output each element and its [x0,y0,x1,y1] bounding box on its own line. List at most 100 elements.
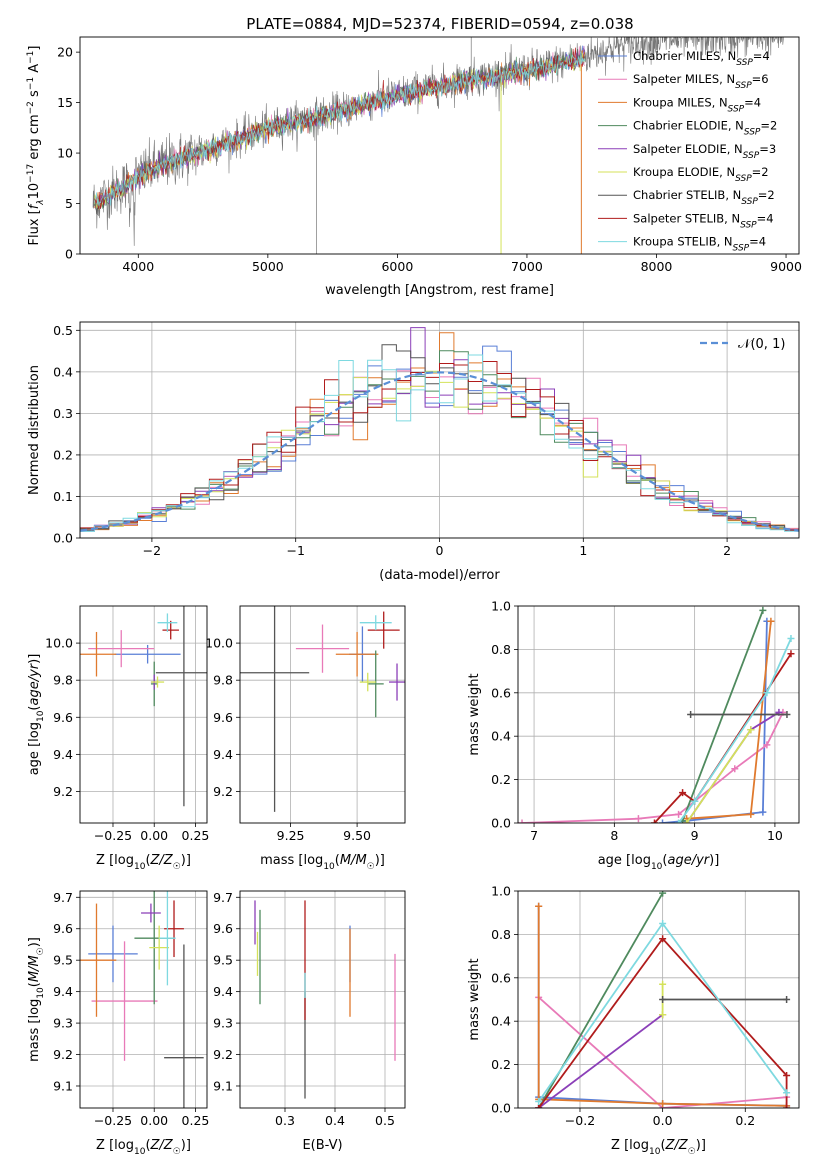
legend-label: Kroupa ELODIE, NSSP=2 [633,165,769,184]
x-tick-label: 0.25 [182,1113,210,1128]
series-point [535,1097,543,1105]
series-line [538,1013,664,1108]
axes-frame [239,890,406,1109]
y-tick-label: 10 [57,146,73,161]
series-point [783,711,791,718]
y-tick-label: 9.6 [213,710,233,725]
plot-area [240,606,405,823]
x-axis-label: Z [log10(Z/Z☉)] [611,1138,706,1157]
x-tick-label: 0.25 [182,828,210,843]
x-axis-label: (data-model)/error [379,568,500,583]
panel-mass-EBV: 0.3 0.4 0.5 9.1 9.2 9.3 9.4 9.5 9.6 9.7 E(B-V) [213,890,406,1153]
legend-label: Chabrier ELODIE, NSSP=2 [633,119,777,138]
x-tick-label: 7000 [511,259,543,274]
series-line [681,609,764,822]
x-tick-label: 0.2 [735,1113,755,1128]
x-tick-label: 8 [610,828,618,843]
legend-label: 𝒩(0, 1) [738,337,785,352]
x-tick-label: 9000 [770,259,802,274]
plot-area [80,606,207,823]
errorbar-1 [295,624,350,673]
y-tick-label: 0.5 [53,323,73,338]
histogram-8 [80,354,799,532]
series-point [691,797,699,805]
errorbar-2 [80,903,117,1017]
y-tick-label: 0.0 [491,816,511,831]
y-tick-label: 9.3 [53,1016,73,1031]
series-line [686,621,772,820]
series-point [650,819,658,823]
x-axis-label: wavelength [Angstrom, rest frame] [325,283,554,298]
x-tick-label: 8000 [641,259,673,274]
y-tick-label: 9.4 [213,984,233,999]
x-tick-label: −0.25 [94,1113,132,1128]
errorbar-7 [162,620,179,640]
errorbar-2 [80,631,117,677]
y-tick-label: 9.2 [53,1047,73,1062]
panel-age-mass: 9.25 9.50 9.2 9.4 9.6 9.8 10.0 mass [log10(M/M☉… [205,605,406,872]
y-tick-label: 0 [65,247,73,262]
series-point [783,996,791,1003]
y-tick-label: 0.3 [53,406,73,421]
y-axis-label: Flux [fλ10−17 erg cm−2 s−1 A−1] [26,46,46,246]
legend-label: Kroupa MILES, NSSP=4 [633,95,761,114]
x-tick-label: 6000 [381,259,413,274]
series-point [518,819,526,823]
y-tick-label: 0.8 [491,927,511,942]
plot-area [518,606,799,823]
axes-frame [239,605,406,824]
axes-frame [79,36,800,255]
y-axis-label: age [log10(age/yr)] [27,654,46,776]
series-line [537,906,787,1107]
series-point [787,635,795,643]
series-6 [687,711,791,718]
y-axis-label: Normed distribution [27,365,42,495]
y-tick-label: 9.7 [53,890,73,905]
x-tick-label: 0.4 [325,1113,345,1128]
x-tick-label: 7 [530,828,538,843]
errorbar-8 [157,613,178,632]
y-tick-label: 9.2 [53,784,73,799]
series-6 [659,996,791,1003]
panel-spectrum: 4000 5000 6000 7000 8000 9000 0 5 10 15 20 waveleng… [26,36,802,298]
series-point [783,1071,791,1079]
y-tick-label: 0.1 [53,489,73,504]
x-tick-label: 1 [579,543,587,558]
y-tick-label: 5 [65,196,73,211]
y-tick-label: 9.4 [53,747,73,762]
errorbar-1 [91,941,158,1061]
series-point [731,765,739,773]
series-point [783,1104,791,1108]
y-tick-label: 20 [57,45,73,60]
legend-label: Salpeter ELODIE, NSSP=3 [633,142,776,161]
x-axis-label: mass [log10(M/M☉)] [260,853,385,872]
y-tick-label: 0.4 [53,364,73,379]
x-tick-label: −0.25 [94,828,132,843]
series-point [679,789,687,797]
y-tick-label: 0.2 [491,772,511,787]
series-point [687,711,695,718]
errorbar-5 [150,676,165,688]
y-tick-label: 0.0 [491,1101,511,1116]
y-tick-label: 9.8 [213,673,233,688]
y-tick-label: 9.6 [53,921,73,936]
series-point [659,996,667,1003]
errorbar-5 [359,672,376,692]
y-tick-label: 9.6 [213,921,233,936]
panel-residuals: −2 −1 0 1 2 0.0 0.1 0.2 0.3 0.4 0.5 (data-model)/er… [27,321,800,583]
x-tick-label: 9.50 [343,828,371,843]
series-point [535,902,543,910]
errorbar-6 [164,944,204,1108]
series-point [763,689,771,697]
y-tick-label: 9.1 [213,1078,233,1093]
series-point [759,606,767,614]
errorbar-0 [88,925,138,983]
y-tick-label: 9.2 [213,784,233,799]
errorbar-4 [389,663,405,701]
x-axis-label: E(B-V) [302,1138,342,1153]
model-line-6 [94,49,586,215]
plot-area [92,37,784,254]
errorbar-4 [141,903,161,923]
series-point [634,815,642,823]
